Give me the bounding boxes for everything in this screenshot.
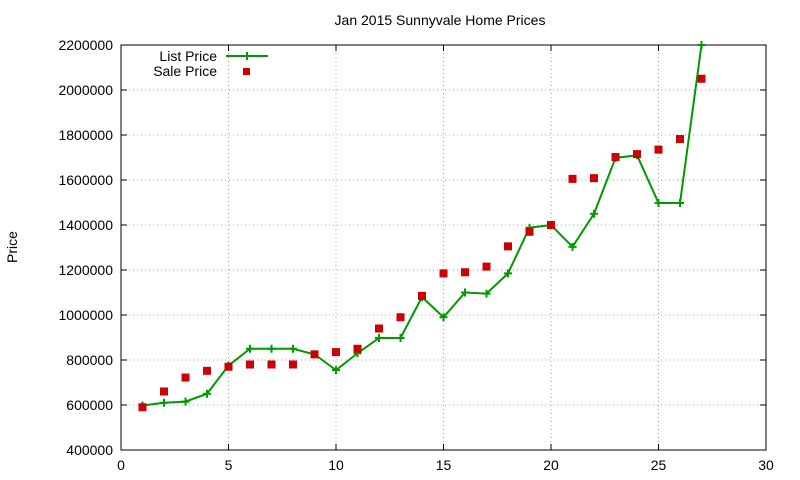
list-price-point: [461, 288, 469, 297]
sale-price-point: [353, 344, 362, 353]
list-price-point: [439, 313, 448, 322]
list-price-point: [590, 209, 598, 218]
sale-price-point: [547, 221, 555, 229]
sale-price-point: [568, 174, 577, 183]
list-price-point: [375, 333, 383, 342]
list-price-point: [181, 397, 190, 406]
y-tick-label: 1800000: [58, 127, 113, 143]
sale-price-point: [633, 150, 641, 159]
sale-price-point: [439, 269, 448, 278]
legend-marker-sale-price: [243, 68, 250, 75]
y-tick-label: 1600000: [58, 172, 113, 188]
x-tick-label: 30: [758, 457, 774, 473]
y-tick-label: 800000: [66, 352, 113, 368]
sale-price-point: [224, 362, 233, 371]
sale-price-point: [289, 360, 297, 369]
y-tick-label: 400000: [66, 442, 113, 458]
sale-price-point: [246, 360, 254, 369]
list-price-point: [504, 269, 512, 278]
sale-price-point: [461, 268, 469, 277]
legend: List Price Sale Price: [153, 48, 268, 79]
sale-price-point: [396, 313, 405, 322]
grid-lines: [121, 45, 766, 450]
y-tick-label: 1000000: [58, 307, 113, 323]
y-tick-label: 1200000: [58, 262, 113, 278]
sale-price-point: [181, 373, 190, 382]
x-tick-label: 10: [328, 457, 344, 473]
list-price-point: [654, 198, 663, 207]
sale-price-series: [138, 74, 706, 412]
list-price-point: [396, 333, 405, 342]
sale-price-point: [697, 74, 706, 83]
sale-price-point: [590, 174, 598, 183]
legend-marker-list-price: [243, 52, 251, 60]
legend-label-sale-price: Sale Price: [153, 63, 217, 79]
y-tick-label: 1400000: [58, 217, 113, 233]
sale-price-point: [203, 366, 211, 375]
list-price-point: [267, 344, 276, 353]
sale-price-point: [504, 242, 512, 251]
sale-price-point: [160, 387, 168, 396]
list-price-point: [203, 389, 211, 398]
sale-price-point: [482, 262, 491, 271]
x-tick-label: 15: [436, 457, 452, 473]
sale-price-point: [138, 403, 147, 412]
sale-price-point: [676, 135, 684, 144]
axis-ticks: 400000 600000 800000 1000000 1200000 1400000 1…: [58, 37, 774, 473]
sale-price-point: [418, 291, 426, 300]
x-tick-label: 20: [543, 457, 559, 473]
list-price-point: [697, 41, 706, 49]
legend-label-list-price: List Price: [159, 48, 217, 64]
y-axis-label: Price: [4, 231, 20, 263]
x-tick-label: 5: [225, 457, 233, 473]
sale-price-point: [525, 227, 534, 236]
sale-price-point: [310, 350, 319, 359]
sale-price-point: [267, 360, 276, 369]
list-price-point: [160, 398, 168, 407]
legend-plus-mark: [243, 52, 251, 60]
x-tick-label: 25: [651, 457, 667, 473]
y-tick-label: 600000: [66, 397, 113, 413]
sale-price-point: [654, 145, 663, 154]
list-price-point: [676, 198, 684, 207]
chart-title: Jan 2015 Sunnyvale Home Prices: [335, 12, 546, 28]
list-price-point: [289, 344, 297, 353]
sale-price-point: [332, 348, 340, 357]
list-price-point: [568, 242, 577, 251]
list-price-point: [332, 366, 340, 375]
x-tick-label: 0: [117, 457, 125, 473]
sale-price-point: [375, 324, 383, 333]
y-tick-label: 2200000: [58, 37, 113, 53]
list-price-point: [482, 289, 491, 298]
sale-price-point: [611, 153, 620, 162]
list-price-point: [246, 344, 254, 353]
y-tick-label: 2000000: [58, 82, 113, 98]
